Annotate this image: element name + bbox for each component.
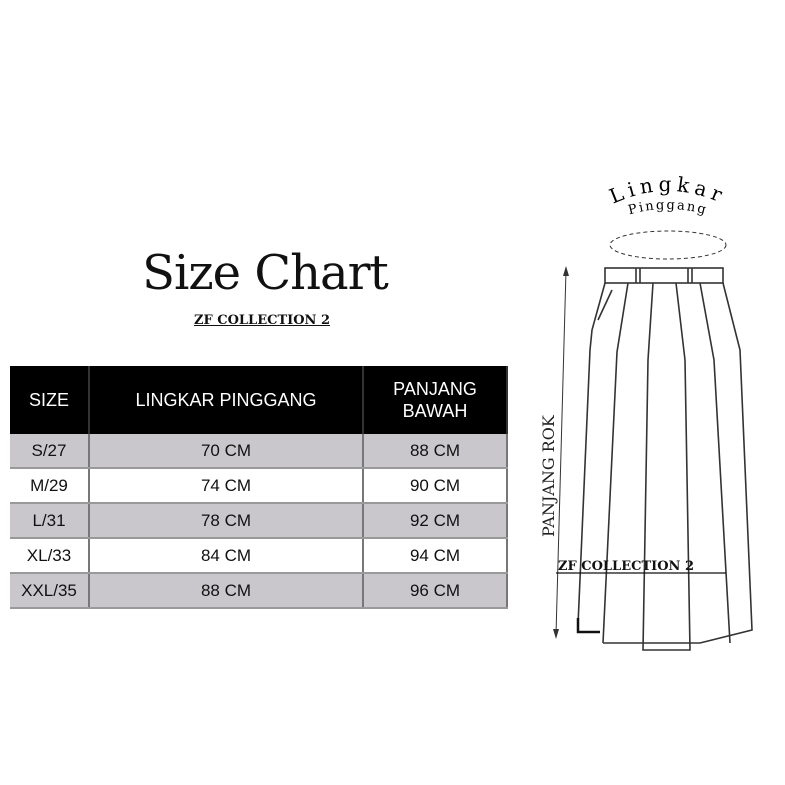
size-cell: XXL/35 [10,573,90,609]
header-size: SIZE [10,366,90,434]
size-table: SIZE LINGKAR PINGGANG PANJANG BAWAH S/27… [10,366,508,609]
table-row: S/27 70 CM 88 CM [10,434,508,469]
waist-cell: 70 CM [89,434,364,469]
table-row: M/29 74 CM 90 CM [10,468,508,504]
waist-cell: 74 CM [89,468,364,504]
brand-name: ZF COLLECTION 2 [194,313,330,328]
length-arrow [555,269,567,636]
length-cell: 92 CM [363,503,508,539]
length-cell: 94 CM [363,538,508,574]
table-row: L/31 78 CM 92 CM [10,503,508,539]
page-title: Size Chart [142,245,389,301]
header-length: PANJANG BAWAH [363,366,508,434]
waist-label-line2: Pinggang [627,198,710,218]
size-cell: M/29 [10,468,90,504]
waist-ellipse [609,230,727,260]
header-waist: LINGKAR PINGGANG [89,366,364,434]
waist-cell: 88 CM [89,573,364,609]
size-cell: L/31 [10,503,90,539]
length-cell: 90 CM [363,468,508,504]
size-cell: S/27 [10,434,90,469]
waist-cell: 78 CM [89,503,364,539]
diagram-brand: ZF COLLECTION 2 [558,559,694,574]
length-cell: 96 CM [363,573,508,609]
length-cell: 88 CM [363,434,508,469]
waist-cell: 84 CM [89,538,364,574]
table-row: XL/33 84 CM 94 CM [10,538,508,574]
size-cell: XL/33 [10,538,90,574]
skirt-outline [577,267,753,651]
length-label: PANJANG ROK [539,414,558,537]
table-row: XXL/35 88 CM 96 CM [10,573,508,609]
